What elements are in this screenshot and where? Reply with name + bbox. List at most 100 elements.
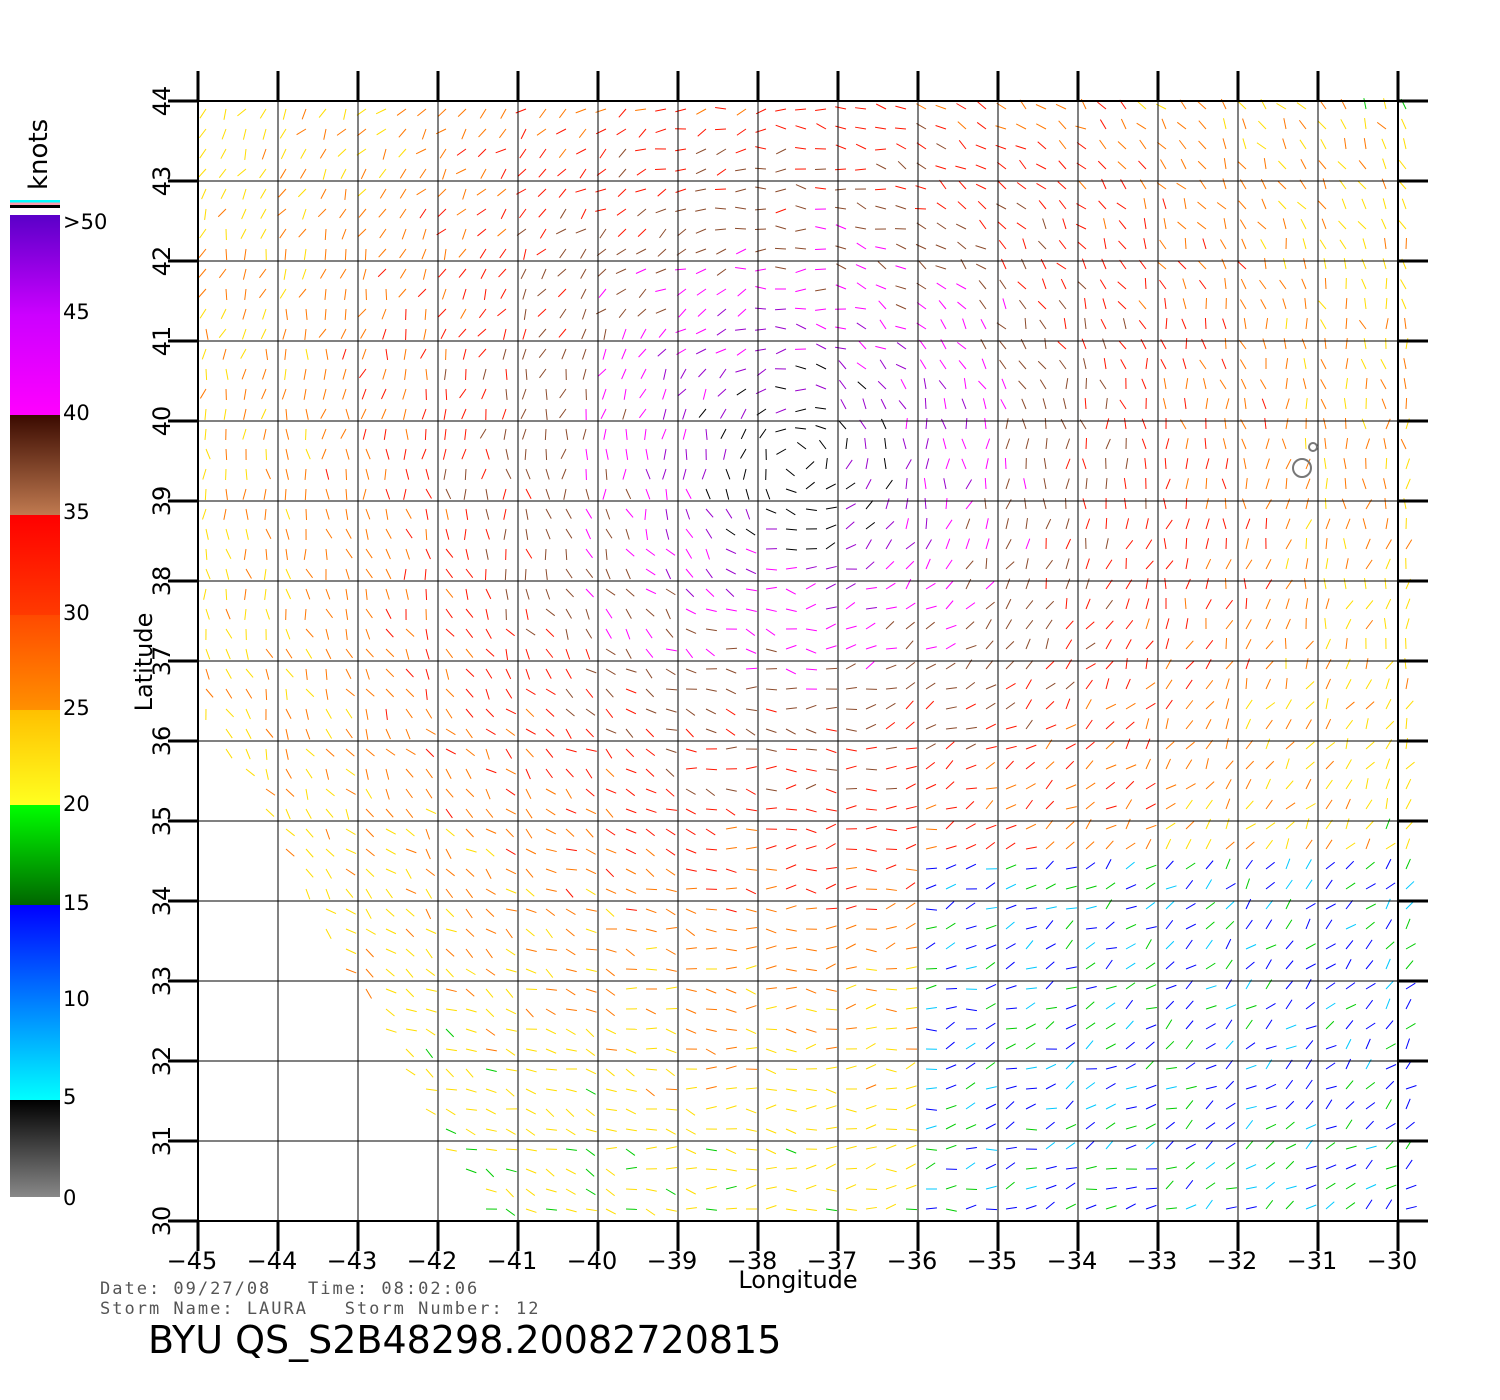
wind-vector <box>565 988 576 996</box>
wind-vector <box>1345 860 1355 870</box>
wind-vector <box>765 807 777 810</box>
wind-vector <box>1225 678 1230 690</box>
wind-vector <box>1300 218 1307 230</box>
wind-vector <box>445 1028 455 1038</box>
wind-vector <box>225 708 234 718</box>
wind-vector <box>925 1028 937 1032</box>
wind-vector <box>505 1148 518 1151</box>
wind-vector <box>665 1088 678 1091</box>
wind-vector <box>985 944 997 950</box>
wind-vector <box>1105 859 1112 870</box>
wind-vector <box>223 408 227 420</box>
wind-vector <box>1225 1206 1237 1210</box>
wind-vector <box>1338 220 1347 230</box>
wind-vector <box>805 704 817 710</box>
y-tick-label: 44 <box>148 86 176 117</box>
wind-vector <box>617 228 627 238</box>
wind-vector <box>595 188 607 193</box>
wind-vector <box>545 448 548 461</box>
wind-vector <box>1205 458 1210 470</box>
wind-vector <box>1405 900 1415 910</box>
wind-vector <box>285 468 289 480</box>
wind-vector <box>645 928 657 933</box>
wind-vector <box>1037 141 1047 150</box>
wind-vector <box>285 788 295 797</box>
wind-vector <box>1365 377 1368 390</box>
wind-vector <box>1185 1100 1194 1110</box>
wind-vector <box>1245 718 1252 730</box>
wind-vector <box>825 788 837 794</box>
wind-vector <box>1345 1202 1356 1210</box>
wind-vector <box>1325 538 1328 550</box>
wind-vector <box>1305 1184 1317 1190</box>
wind-vector <box>500 208 507 220</box>
wind-vector <box>665 628 674 638</box>
wind-vector <box>665 1108 678 1111</box>
wind-vector <box>1025 1167 1037 1170</box>
wind-vector <box>1085 663 1096 670</box>
wind-vector <box>745 908 757 913</box>
wind-vector <box>1245 1164 1257 1170</box>
wind-vector <box>565 688 574 698</box>
wind-vector <box>945 845 957 850</box>
wind-vector <box>985 824 997 830</box>
wind-vector <box>725 908 737 913</box>
wind-vector <box>805 603 817 610</box>
wind-vector <box>625 488 632 500</box>
wind-vector <box>678 308 687 318</box>
wind-vector <box>736 388 747 396</box>
wind-vector <box>1125 861 1135 870</box>
wind-vector <box>545 1008 556 1015</box>
wind-vector <box>1242 138 1247 150</box>
wind-vector <box>785 1148 797 1154</box>
wind-vector <box>737 288 747 297</box>
colorbar-label: 15 <box>63 891 90 915</box>
wind-vector <box>1385 941 1395 950</box>
wind-vector <box>325 748 335 757</box>
wind-vector <box>445 668 450 680</box>
wind-vector <box>223 108 227 120</box>
wind-vector <box>865 948 877 953</box>
wind-vector <box>1065 1004 1077 1010</box>
wind-vector <box>278 188 287 198</box>
wind-vector <box>425 1108 436 1115</box>
wind-vector <box>1180 158 1187 170</box>
wind-vector <box>625 888 637 894</box>
wind-vector <box>1084 318 1087 330</box>
wind-vector <box>625 1068 635 1077</box>
wind-vector <box>1285 598 1290 610</box>
wind-vector <box>925 517 928 530</box>
wind-vector <box>525 768 531 780</box>
wind-vector <box>1165 940 1175 950</box>
wind-vector <box>285 508 291 520</box>
wind-vector <box>845 583 856 590</box>
wind-vector <box>538 168 547 178</box>
wind-vector <box>885 521 895 530</box>
wind-vector <box>635 268 647 274</box>
wind-vector <box>403 488 407 500</box>
wind-vector <box>1405 1205 1417 1210</box>
wind-vector <box>825 606 837 610</box>
wind-vector <box>378 208 387 218</box>
wind-vector <box>605 788 617 794</box>
wind-vector <box>565 1008 577 1012</box>
wind-vector <box>1184 237 1187 250</box>
wind-vector <box>1025 925 1037 930</box>
wind-vector <box>1265 881 1275 890</box>
wind-vector <box>479 428 487 439</box>
wind-vector <box>1245 961 1255 970</box>
wind-vector <box>705 708 717 715</box>
wind-vector <box>1285 1121 1295 1130</box>
wind-vector <box>775 408 787 414</box>
wind-vector <box>603 328 607 340</box>
wind-vector <box>1344 417 1347 430</box>
wind-vector <box>1165 1207 1177 1210</box>
wind-vector <box>1025 438 1030 450</box>
wind-vector <box>925 984 937 990</box>
colorbar-segment <box>10 515 60 615</box>
wind-vector <box>499 128 507 139</box>
wind-vector <box>885 702 896 710</box>
x-tick-label: −34 <box>1047 1247 1098 1275</box>
wind-vector <box>625 848 637 855</box>
